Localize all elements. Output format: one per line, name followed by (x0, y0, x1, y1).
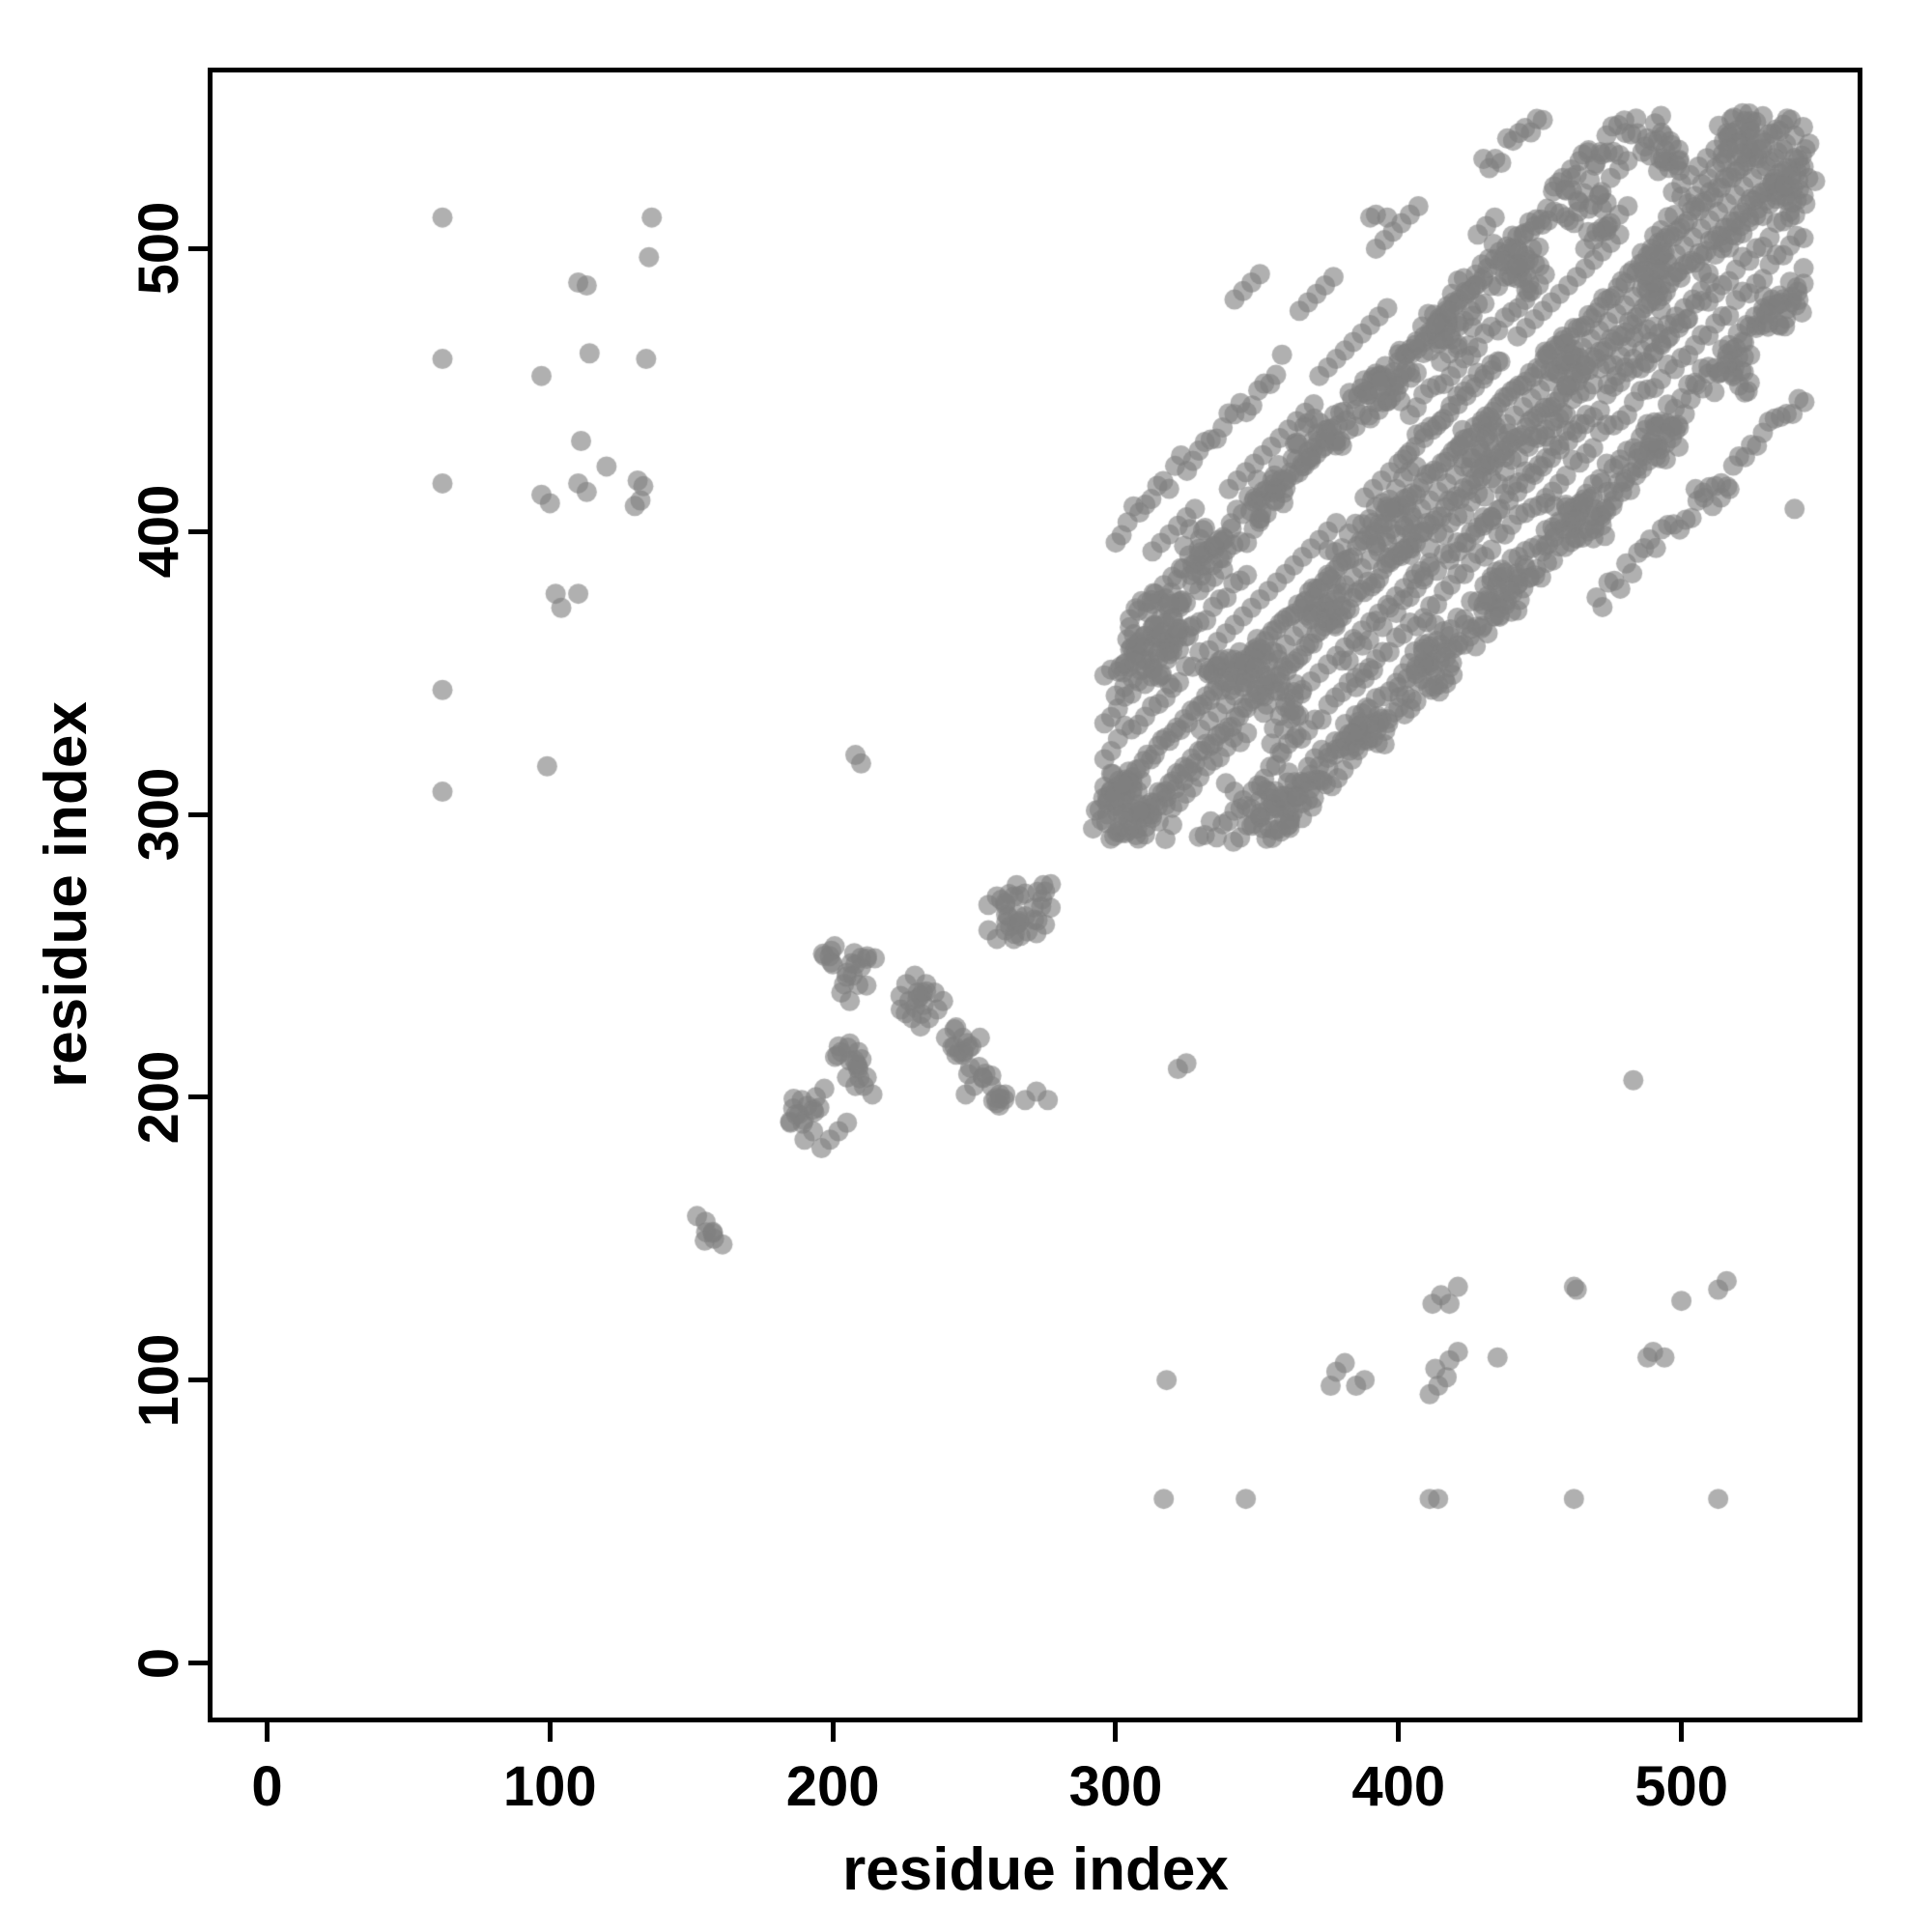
x-tickmark (547, 1722, 553, 1742)
x-tickmark (1113, 1722, 1119, 1742)
plot-frame (208, 68, 1862, 1722)
x-tickmark (1396, 1722, 1402, 1742)
y-tick-label: 400 (128, 484, 190, 579)
y-tick-label: 200 (128, 1050, 190, 1145)
y-tickmark (188, 1094, 208, 1100)
y-tick-label: 100 (128, 1333, 190, 1428)
x-tickmark (830, 1722, 836, 1742)
x-tick-label: 100 (502, 1755, 597, 1818)
y-axis-title: residue index (33, 701, 99, 1088)
y-tickmark (188, 528, 208, 534)
scatter-points-canvas (213, 72, 1858, 1718)
y-tick-label: 0 (128, 1647, 190, 1679)
x-tick-label: 300 (1068, 1755, 1163, 1818)
y-tick-label: 300 (128, 767, 190, 862)
x-tick-label: 400 (1351, 1755, 1446, 1818)
x-tick-label: 0 (251, 1755, 283, 1818)
x-axis-title: residue index (842, 1836, 1229, 1903)
x-tick-label: 500 (1634, 1755, 1728, 1818)
y-tickmark (188, 1661, 208, 1665)
x-tickmark (1679, 1722, 1685, 1742)
y-tickmark (188, 1378, 208, 1383)
y-tickmark (188, 245, 208, 251)
y-tickmark (188, 811, 208, 817)
y-tick-label: 500 (128, 202, 190, 296)
x-tick-label: 200 (785, 1755, 880, 1818)
x-tickmark (264, 1722, 270, 1742)
